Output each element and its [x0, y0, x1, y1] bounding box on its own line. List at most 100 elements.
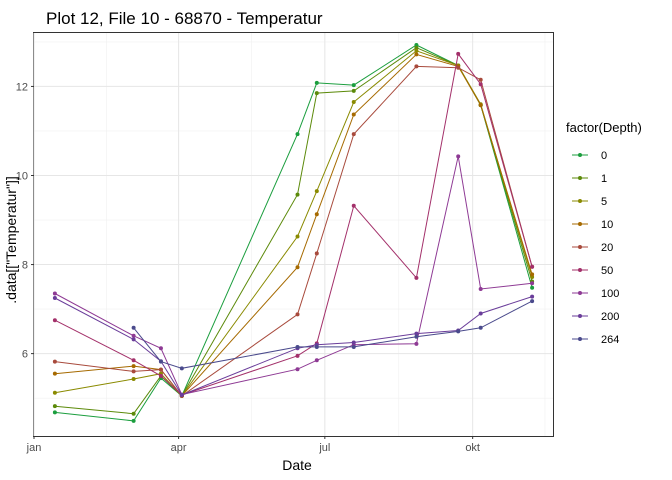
legend-key-point — [578, 176, 582, 180]
data-point — [351, 344, 356, 349]
data-point — [131, 333, 136, 338]
data-point — [456, 65, 461, 70]
data-point — [314, 344, 319, 349]
legend-key-point — [578, 222, 582, 226]
data-point — [295, 234, 300, 239]
data-point — [351, 132, 356, 137]
legend-label: 200 — [601, 311, 619, 323]
data-point — [52, 410, 57, 415]
data-point — [131, 358, 136, 363]
data-point — [295, 367, 300, 372]
data-point — [179, 393, 184, 398]
data-point — [530, 281, 535, 286]
data-point — [314, 358, 319, 363]
legend-item: 0 — [572, 150, 607, 162]
data-point — [158, 359, 163, 364]
y-axis: 6 8 10 12 — [16, 81, 34, 361]
data-point — [351, 100, 356, 105]
data-point — [158, 373, 163, 378]
legend-label: 1 — [601, 173, 607, 185]
data-point — [314, 91, 319, 96]
legend-item: 100 — [572, 288, 619, 300]
legend-label: 0 — [601, 150, 607, 162]
legend-label: 100 — [601, 288, 619, 300]
data-point — [478, 325, 483, 330]
data-point — [530, 285, 535, 290]
series-100 — [52, 154, 535, 397]
y-tick-label: 6 — [22, 349, 28, 361]
legend-key-point — [578, 291, 582, 295]
data-point — [314, 80, 319, 85]
x-tick-label: jul — [318, 442, 330, 454]
data-point — [295, 353, 300, 358]
y-tick-label: 10 — [16, 170, 28, 182]
data-point — [314, 212, 319, 217]
legend-label: 10 — [601, 219, 613, 231]
y-tick-label: 12 — [16, 81, 28, 93]
data-point — [131, 364, 136, 369]
data-point — [52, 359, 57, 364]
data-point — [530, 264, 535, 269]
x-axis: jan apr jul okt — [26, 436, 480, 454]
y-axis-title: .data[["Temperatur"]] — [3, 176, 19, 303]
legend-label: 50 — [601, 265, 613, 277]
data-point — [351, 340, 356, 345]
data-point — [52, 371, 57, 376]
data-point — [414, 64, 419, 69]
data-point — [351, 112, 356, 117]
data-point — [52, 390, 57, 395]
data-point — [478, 287, 483, 292]
legend-key-point — [578, 314, 582, 318]
x-tick-label: jan — [26, 442, 42, 454]
data-point — [530, 272, 535, 277]
data-point — [478, 82, 483, 87]
data-point — [456, 329, 461, 334]
data-point — [530, 294, 535, 299]
data-point — [158, 346, 163, 351]
data-point — [179, 366, 184, 371]
legend-item: 5 — [572, 196, 607, 208]
data-point — [456, 154, 461, 159]
legend-item: 10 — [572, 219, 613, 231]
data-point — [52, 291, 57, 296]
data-point — [295, 132, 300, 137]
legend-item: 1 — [572, 173, 607, 185]
legend-label: 20 — [601, 242, 613, 254]
legend-item: 200 — [572, 311, 619, 323]
plot-panel — [33, 32, 554, 437]
data-point — [314, 189, 319, 194]
chart-title: Plot 12, File 10 - 68870 - Temperatur — [46, 9, 323, 28]
data-point — [351, 203, 356, 208]
legend-label: 264 — [601, 334, 619, 346]
data-point — [131, 325, 136, 330]
data-point — [414, 341, 419, 346]
data-point — [414, 52, 419, 57]
series-line — [133, 300, 533, 369]
data-point — [351, 88, 356, 93]
data-point — [295, 265, 300, 270]
data-point — [414, 275, 419, 280]
legend-key-point — [578, 245, 582, 249]
legend-title: factor(Depth) — [566, 120, 642, 135]
series-layer — [52, 43, 535, 423]
legend-key-point — [578, 268, 582, 272]
legend-item: 50 — [572, 265, 613, 277]
data-point — [52, 295, 57, 300]
data-point — [52, 318, 57, 323]
data-point — [131, 369, 136, 374]
data-point — [131, 411, 136, 416]
legend-item: 264 — [572, 334, 619, 346]
data-point — [414, 334, 419, 339]
series-264 — [131, 299, 535, 371]
legend-key-point — [578, 199, 582, 203]
legend-key-point — [578, 337, 582, 341]
data-point — [414, 45, 419, 50]
data-point — [478, 77, 483, 82]
data-point — [131, 337, 136, 342]
data-point — [295, 344, 300, 349]
x-axis-title: Date — [282, 457, 312, 473]
data-point — [414, 331, 419, 336]
series-10 — [52, 52, 535, 398]
data-point — [414, 48, 419, 53]
data-point — [478, 103, 483, 108]
